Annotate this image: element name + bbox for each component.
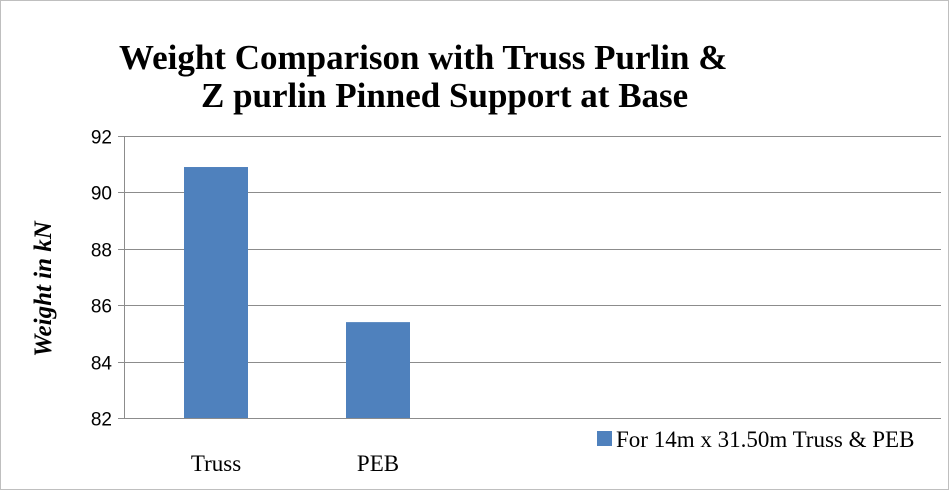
legend-label: For 14m x 31.50m Truss & PEB	[616, 427, 915, 452]
y-tick-label-86: 86	[91, 297, 112, 318]
chart-title-line-1: Weight Comparison with Truss Purlin &	[119, 38, 728, 77]
bars	[184, 167, 410, 418]
chart-title-line-2: Z purlin Pinned Support at Base	[201, 76, 689, 115]
y-tick-label-88: 88	[91, 241, 112, 262]
gridlines	[118, 136, 941, 419]
x-tick-label-peb: PEB	[357, 451, 399, 476]
x-tick-label-truss: Truss	[191, 451, 241, 476]
legend: For 14m x 31.50m Truss & PEB	[597, 426, 947, 454]
chart-title: Weight Comparison with Truss Purlin & Z …	[61, 39, 831, 115]
bar-peb	[346, 322, 410, 418]
y-tick-labels: 82 84 86 88 90 92	[91, 128, 113, 431]
legend-swatch	[597, 431, 612, 446]
y-tick-label-92: 92	[91, 128, 112, 149]
x-tick-labels: Truss PEB	[191, 451, 399, 476]
y-tick-label-84: 84	[91, 354, 113, 375]
y-tick-label-90: 90	[91, 184, 112, 205]
bar-truss	[184, 167, 248, 418]
y-tick-label-82: 82	[91, 410, 112, 431]
axes	[124, 136, 941, 419]
